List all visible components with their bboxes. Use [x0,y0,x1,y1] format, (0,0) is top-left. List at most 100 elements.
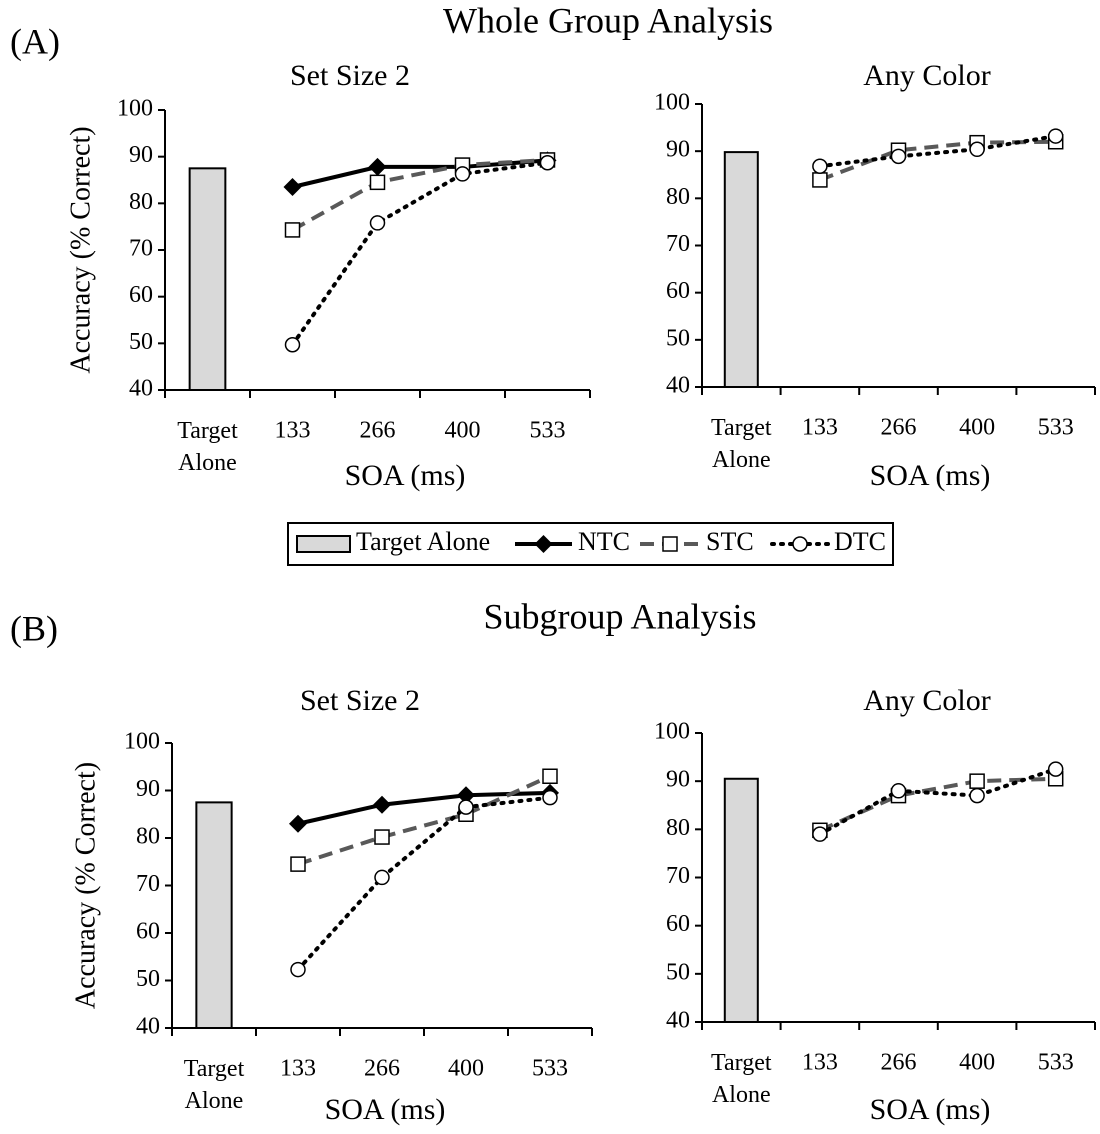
marker [812,826,828,842]
x-tick-label-line: Alone [712,447,771,473]
marker [368,157,387,176]
x-tick-label: 266 [364,1056,400,1082]
y-tick-label: 80 [666,184,690,210]
marker [284,336,301,353]
series-line [296,795,552,972]
x-tick-label-line: Alone [178,450,237,476]
x-axis-label: SOA (ms) [870,1093,991,1126]
x-tick-label: 400 [448,1056,484,1082]
panel-title: Whole Group Analysis [443,0,773,40]
x-axis-label: SOA (ms) [345,459,466,492]
x-tick-label: 133 [275,418,311,444]
y-tick-label: 90 [666,767,690,793]
marker [289,814,307,833]
y-tick-label: 90 [136,776,160,802]
bar [195,801,233,1029]
marker [458,799,474,815]
series-line [817,767,1058,837]
y-tick-label: 70 [136,871,160,897]
marker [284,222,301,238]
y-tick-label: 70 [666,231,690,257]
chart-title: Set Size 2 [290,59,410,92]
x-tick-label-line: Target [177,418,238,444]
y-tick-label: 70 [666,863,690,889]
y-tick-label: 40 [129,376,153,402]
y-tick-label: 60 [666,278,690,304]
marker [539,154,556,171]
series-line [290,160,550,347]
y-tick-label: 100 [654,719,690,745]
marker [890,783,907,799]
marker [969,141,985,158]
x-tick-label: 533 [532,1056,568,1082]
marker [283,178,302,196]
marker [369,174,386,191]
marker [369,215,386,231]
y-tick-label: 40 [136,1014,160,1040]
y-tick-label: 40 [666,1008,690,1034]
marker [374,869,390,886]
y-tick-label: 100 [654,90,690,116]
y-tick-label: 40 [666,373,690,399]
series-line [297,774,551,867]
x-tick-label: 133 [802,415,838,441]
marker [290,856,306,872]
y-tick-label: 70 [129,236,153,262]
y-tick-label: 50 [136,966,160,992]
y-tick-label: 100 [124,729,160,755]
x-axis-label: SOA (ms) [325,1093,446,1126]
panel-label: (A) [10,21,60,61]
x-tick-label: Target Alone [711,415,772,473]
x-tick-label: 533 [530,418,566,444]
x-tick-label: 266 [881,1050,917,1076]
y-tick-label: 60 [136,919,160,945]
x-tick-label-line: Target [184,1056,245,1082]
x-tick-label-line: Target [711,1050,772,1076]
y-tick-label: 80 [129,189,153,215]
x-axis-label: SOA (ms) [870,459,991,492]
y-tick-label: 60 [129,282,153,308]
panel-label: (B) [10,608,58,648]
x-tick-label: 533 [1038,415,1074,441]
legend-label: NTC [578,527,630,556]
marker [969,773,985,789]
y-tick-label: 100 [117,96,153,122]
marker [792,536,808,552]
x-tick-label: Target Alone [711,1050,772,1108]
panel-title: Subgroup Analysis [483,596,756,636]
series-line [819,776,1056,833]
marker [454,166,471,182]
x-tick-label: 533 [1038,1050,1074,1076]
x-tick-label: Target Alone [177,418,238,476]
x-tick-label-line: Alone [185,1088,244,1114]
chart-title: Any Color [863,59,991,92]
marker [662,536,678,552]
x-tick-label-line: Target [711,415,772,441]
chart-title: Any Color [863,684,991,717]
y-tick-label: 80 [136,824,160,850]
bar [723,151,759,388]
marker [374,829,390,845]
x-tick-label: 266 [360,418,396,444]
y-tick-label: 80 [666,815,690,841]
y-tick-label: 90 [666,137,690,163]
series-line [291,157,548,232]
y-tick-label: 90 [129,142,153,168]
series-line [817,134,1058,169]
x-tick-label: Target Alone [184,1056,245,1114]
x-tick-label-line: Alone [712,1082,771,1108]
bar [188,167,227,391]
legend-label: DTC [834,527,886,556]
marker [812,158,828,175]
y-tick-label: 50 [129,329,153,355]
x-tick-label: 133 [280,1056,316,1082]
y-axis-label: Accuracy (% Correct) [70,762,101,1009]
marker [890,148,907,165]
series-line [297,790,551,826]
marker [373,795,391,814]
marker [457,786,475,805]
marker [290,961,306,978]
y-tick-label: 50 [666,959,690,985]
